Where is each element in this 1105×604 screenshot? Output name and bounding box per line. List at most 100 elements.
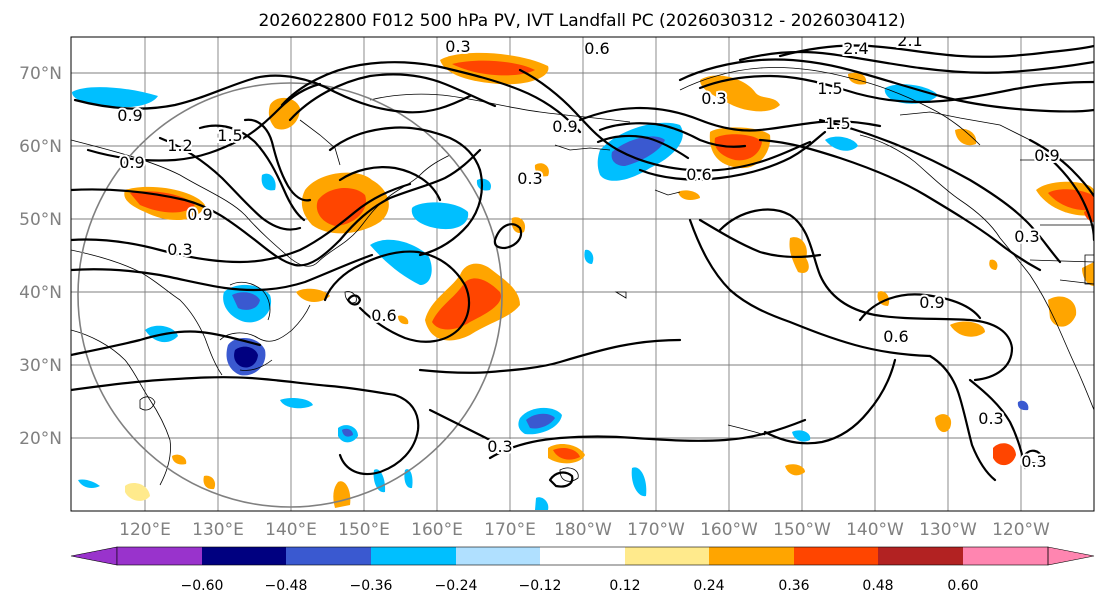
positive-anomaly-patch <box>452 60 535 76</box>
positive-anomaly-patch <box>125 483 150 501</box>
positive-anomaly-patch <box>989 259 998 270</box>
negative-anomaly-patch <box>72 87 158 108</box>
pv-contour <box>638 130 827 181</box>
pv-contour <box>338 166 442 202</box>
pv-contour <box>698 74 1094 104</box>
lon-label-160w: 160°W <box>700 520 758 540</box>
positive-anomaly-patch <box>785 464 805 476</box>
negative-anomaly-patch <box>78 479 100 488</box>
pv-contour <box>428 408 492 442</box>
positive-anomaly-patch <box>432 278 501 330</box>
colorbar-swatch <box>794 547 878 565</box>
lon-label-140e: 140°E <box>265 520 317 540</box>
pv-contour <box>738 50 1094 74</box>
colorbar-swatch <box>456 547 540 565</box>
landfall-focus-circle <box>77 82 503 508</box>
positive-anomaly-patch <box>955 128 977 146</box>
pv-contour-label: 0.6 <box>883 327 908 346</box>
pv-contour <box>71 253 374 292</box>
pv-contour <box>488 418 807 460</box>
pv-contour <box>73 74 472 114</box>
colorbar-swatch <box>371 547 456 565</box>
positive-anomaly-patch <box>950 321 985 337</box>
pv-contour <box>243 118 312 202</box>
negative-anomaly-patch <box>404 469 413 489</box>
colorbar: −0.60 −0.48 −0.36 −0.24 −0.12 0.12 0.24 … <box>70 546 1095 594</box>
negative-anomaly-patch <box>584 249 594 264</box>
positive-anomaly-patch <box>553 447 580 460</box>
positive-anomaly-patch <box>398 315 409 325</box>
pv-contour <box>818 118 1062 264</box>
pv-contour <box>288 73 497 122</box>
pv-contour-label: 1.5 <box>825 114 850 133</box>
pv-contour <box>1038 148 1094 242</box>
pv-contour <box>596 134 690 160</box>
pv-contour-label: 0.3 <box>701 89 726 108</box>
colorbar-tick-label: −0.24 <box>435 578 478 594</box>
pv-contour-label: 2.4 <box>843 39 868 58</box>
colorbar-over-triangle <box>1047 546 1095 566</box>
positive-anomaly-patch <box>203 475 216 490</box>
pv-contour <box>418 338 682 374</box>
lon-label-130e: 130°E <box>192 520 244 540</box>
negative-anomaly-patch <box>526 413 555 429</box>
negative-anomaly-patch <box>234 346 258 368</box>
pv-contour <box>71 182 412 264</box>
gridlines <box>71 37 1094 511</box>
pv-contour <box>86 82 322 162</box>
map-frame <box>70 36 1095 512</box>
pv-contour <box>718 208 1014 382</box>
lon-label-120e: 120°E <box>119 520 171 540</box>
positive-anomaly-patch <box>848 72 867 85</box>
pv-contour-label: 1.5 <box>217 126 242 145</box>
pv-contour <box>968 378 1027 470</box>
pv-contour <box>598 122 747 148</box>
pv-contour <box>71 330 262 357</box>
positive-anomaly-patch <box>296 288 330 302</box>
pv-contour <box>338 393 420 476</box>
negative-anomaly-patch <box>535 497 549 510</box>
pv-contour-label: 0.9 <box>117 106 142 125</box>
pv-contour <box>1028 138 1094 198</box>
positive-anomaly-patch <box>1048 189 1094 211</box>
pv-contour-label: 1.5 <box>817 79 842 98</box>
negative-anomaly-patch <box>411 202 469 230</box>
positive-anomaly-patch <box>534 163 549 177</box>
negative-anomaly-patch <box>280 397 313 409</box>
pv-contour <box>928 354 997 482</box>
colorbar-tick-label: −0.36 <box>350 578 393 594</box>
pv-contour <box>71 376 397 397</box>
pv-contour-label: 0.6 <box>371 306 396 325</box>
pv-contour-label: 0.3 <box>487 437 512 456</box>
pv-contour-label: 0.6 <box>686 165 711 184</box>
colorbar-swatch <box>286 547 371 565</box>
positive-anomaly-patch <box>172 454 187 465</box>
colorbar-tick-label: 0.12 <box>609 578 640 594</box>
pv-contour-label: 0.9 <box>919 293 944 312</box>
colorbar-border <box>116 546 1049 566</box>
colorbar-tick-label: −0.60 <box>181 578 224 594</box>
lon-label-180w: 180°W <box>554 520 612 540</box>
longitude-labels: 120°E 130°E 140°E 150°E 160°E 170°E 180°… <box>119 520 1050 540</box>
negative-anomaly-patch <box>884 84 938 104</box>
pv-contour-label: 0.9 <box>552 117 577 136</box>
colorbar-swatch <box>117 547 202 565</box>
pv-contour-label: 0.3 <box>445 37 470 56</box>
figure-title: 2026022800 F012 500 hPa PV, IVT Landfall… <box>258 11 905 31</box>
pv-contour <box>1023 449 1044 465</box>
lon-label-120w: 120°W <box>992 520 1050 540</box>
lat-label-40n: 40°N <box>19 283 62 303</box>
positive-anomaly-patch <box>700 75 780 112</box>
positive-anomaly-patch <box>130 191 195 213</box>
pv-contour <box>346 294 362 306</box>
pv-contour-label: 0.3 <box>978 409 1003 428</box>
pv-contour <box>328 126 484 257</box>
pv-contour <box>518 68 812 172</box>
pv-contour <box>280 61 582 134</box>
positive-anomaly-patch <box>678 190 700 200</box>
colorbar-swatch <box>963 547 1048 565</box>
lat-label-50n: 50°N <box>19 210 62 230</box>
negative-anomaly-patch <box>342 428 353 437</box>
pv-contour <box>198 124 306 222</box>
lon-label-170w: 170°W <box>627 520 685 540</box>
